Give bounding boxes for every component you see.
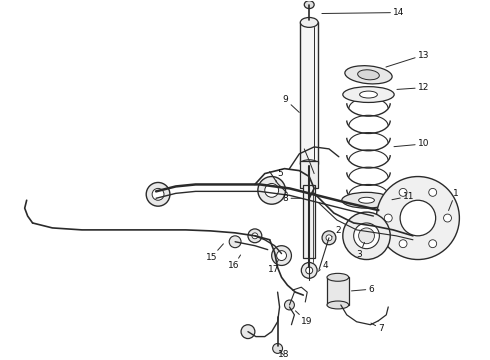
Circle shape bbox=[384, 214, 392, 222]
Circle shape bbox=[376, 176, 460, 260]
Circle shape bbox=[306, 267, 313, 274]
Circle shape bbox=[354, 223, 379, 249]
Text: 15: 15 bbox=[205, 244, 223, 262]
Text: 2: 2 bbox=[332, 226, 341, 237]
Circle shape bbox=[399, 240, 407, 248]
Text: 16: 16 bbox=[228, 255, 241, 270]
Bar bbox=[300, 22, 318, 164]
Text: 13: 13 bbox=[386, 50, 429, 67]
Bar bbox=[303, 185, 315, 257]
Circle shape bbox=[359, 228, 374, 244]
Text: 7: 7 bbox=[371, 323, 384, 333]
Text: 17: 17 bbox=[268, 260, 279, 274]
Circle shape bbox=[343, 212, 390, 260]
Ellipse shape bbox=[345, 66, 392, 84]
Circle shape bbox=[271, 246, 292, 265]
Circle shape bbox=[429, 240, 437, 248]
Text: 5: 5 bbox=[276, 169, 283, 182]
Text: 4: 4 bbox=[318, 261, 329, 271]
Ellipse shape bbox=[327, 301, 349, 309]
Circle shape bbox=[272, 343, 283, 354]
Circle shape bbox=[301, 262, 317, 278]
Text: 11: 11 bbox=[392, 192, 415, 201]
Text: 10: 10 bbox=[394, 139, 429, 148]
Ellipse shape bbox=[359, 197, 374, 203]
Circle shape bbox=[399, 188, 407, 196]
Text: 3: 3 bbox=[357, 242, 365, 259]
Ellipse shape bbox=[327, 273, 349, 281]
Circle shape bbox=[258, 176, 286, 204]
Bar bbox=[300, 161, 318, 188]
Circle shape bbox=[285, 300, 294, 310]
Text: 14: 14 bbox=[322, 8, 405, 17]
Ellipse shape bbox=[360, 91, 377, 98]
Circle shape bbox=[322, 231, 336, 245]
Ellipse shape bbox=[358, 70, 379, 80]
Circle shape bbox=[400, 200, 436, 236]
Ellipse shape bbox=[342, 192, 391, 208]
Circle shape bbox=[326, 235, 332, 241]
Circle shape bbox=[265, 184, 279, 197]
Ellipse shape bbox=[304, 1, 314, 9]
Text: 1: 1 bbox=[448, 189, 458, 211]
Circle shape bbox=[152, 188, 164, 200]
Ellipse shape bbox=[300, 18, 318, 27]
Circle shape bbox=[241, 325, 255, 338]
Text: 12: 12 bbox=[397, 83, 429, 92]
Circle shape bbox=[248, 229, 262, 243]
Text: 8: 8 bbox=[283, 194, 300, 203]
Ellipse shape bbox=[343, 87, 394, 103]
Text: 9: 9 bbox=[283, 95, 299, 112]
Circle shape bbox=[429, 188, 437, 196]
Text: 19: 19 bbox=[295, 311, 313, 326]
Circle shape bbox=[277, 251, 287, 261]
Text: 18: 18 bbox=[278, 350, 289, 359]
Circle shape bbox=[229, 236, 241, 248]
Circle shape bbox=[252, 233, 258, 239]
Ellipse shape bbox=[300, 160, 318, 168]
Circle shape bbox=[146, 183, 170, 206]
Bar bbox=[327, 277, 349, 305]
Circle shape bbox=[443, 214, 451, 222]
Text: 6: 6 bbox=[351, 285, 374, 294]
